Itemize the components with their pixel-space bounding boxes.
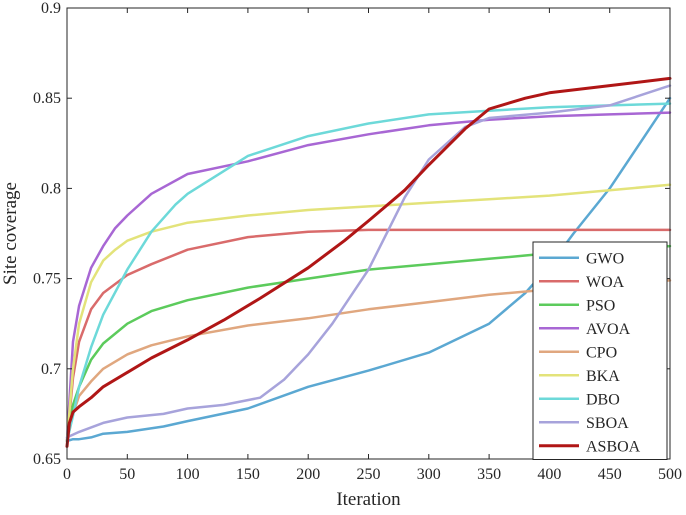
y-tick-label: 0.8 xyxy=(41,180,61,197)
legend-label-gwo: GWO xyxy=(586,250,624,267)
y-tick-label: 0.65 xyxy=(33,451,61,468)
x-tick-label: 300 xyxy=(417,466,441,483)
x-tick-label: 450 xyxy=(598,466,622,483)
series-line-bka xyxy=(65,183,672,443)
legend-label-sboa: SBOA xyxy=(586,415,629,432)
series-line-asboa xyxy=(65,76,672,448)
x-tick-label: 250 xyxy=(357,466,381,483)
series-line-cpo xyxy=(65,279,672,443)
x-tick-label: 350 xyxy=(477,466,501,483)
x-tick-label: 50 xyxy=(119,466,135,483)
legend: GWO WOA PSO AVOA CPO BKA DBO SBOA ASBOA xyxy=(532,241,668,460)
legend-label-woa: WOA xyxy=(586,274,625,291)
y-tick-label: 0.7 xyxy=(41,361,61,378)
x-axis-label: Iteration xyxy=(336,489,401,510)
y-tick-label: 0.75 xyxy=(33,271,61,288)
series-line-gwo xyxy=(65,96,672,443)
y-tick-label: 0.85 xyxy=(33,90,61,107)
series-layer xyxy=(65,76,672,448)
legend-label-pso: PSO xyxy=(586,297,615,314)
x-tick-label: 100 xyxy=(176,466,200,483)
series-line-avoa xyxy=(65,111,672,443)
legend-label-avoa: AVOA xyxy=(586,321,631,338)
x-tick-label: 150 xyxy=(236,466,260,483)
x-tick-label: 400 xyxy=(537,466,561,483)
legend-label-bka: BKA xyxy=(586,368,620,385)
axis-ticks: 0 50 100 150 200 250 300 350 400 450 500 0.65 0.7 0.7… xyxy=(33,0,682,483)
legend-label-dbo: DBO xyxy=(586,391,620,408)
series-line-pso xyxy=(65,244,672,443)
legend-label-cpo: CPO xyxy=(586,344,617,361)
y-axis-label: Site coverage xyxy=(0,182,21,285)
series-line-dbo xyxy=(65,102,672,443)
x-tick-label: 200 xyxy=(296,466,320,483)
series-line-sboa xyxy=(65,84,672,439)
x-tick-label: 0 xyxy=(63,466,71,483)
legend-label-asboa: ASBOA xyxy=(586,438,641,455)
series-line-woa xyxy=(65,228,672,443)
x-tick-label: 500 xyxy=(658,466,682,483)
y-tick-label: 0.9 xyxy=(41,0,61,17)
